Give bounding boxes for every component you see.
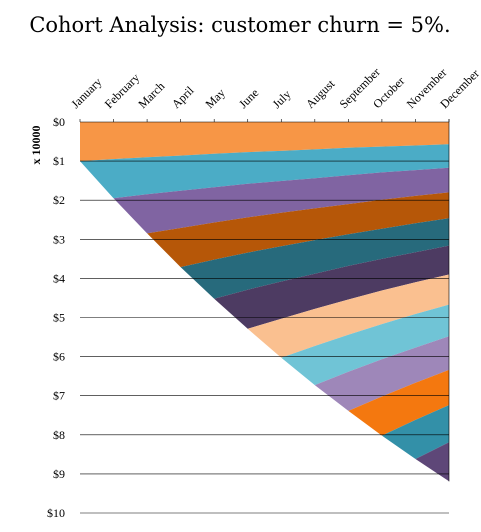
y-tick-label: $2 xyxy=(53,193,65,207)
cohort-band-3 xyxy=(113,167,449,234)
x-tick-label: April xyxy=(169,83,197,111)
x-tick-label: August xyxy=(303,76,338,111)
y-tick-label: $6 xyxy=(53,350,65,364)
x-tick-label: February xyxy=(102,71,143,112)
x-tick-label: March xyxy=(135,79,167,111)
cohort-band-7 xyxy=(247,274,449,358)
y-tick-label: $0 xyxy=(53,115,65,129)
cohort-band-12 xyxy=(415,442,449,482)
chart-title: Cohort Analysis: customer churn = 5%. xyxy=(29,13,450,37)
y-tick-labels: $0 $1 $2 $3 $4 $5 $6 $7 $8 $9 $10 xyxy=(47,115,65,520)
y-tick-label: $9 xyxy=(53,467,65,481)
cohort-band-6 xyxy=(214,245,449,329)
cohort-band-10 xyxy=(348,369,449,436)
x-tick-label: May xyxy=(202,86,227,111)
y-tick-label: $3 xyxy=(53,232,65,246)
cohort-band-2 xyxy=(80,144,449,199)
cohort-band-11 xyxy=(381,405,449,459)
cohort-bands xyxy=(80,122,449,482)
x-tick-label: July xyxy=(270,87,294,111)
cohort-band-9 xyxy=(314,336,449,411)
y-tick-label: $7 xyxy=(53,389,65,403)
cohort-band-4 xyxy=(147,192,449,268)
y-tick-label: $8 xyxy=(53,428,65,442)
y-tick-label: $4 xyxy=(53,271,65,285)
x-tick-label: January xyxy=(68,75,104,111)
x-tick-label: June xyxy=(236,86,261,111)
gridlines xyxy=(79,119,450,514)
y-tick-label: $5 xyxy=(53,311,65,325)
cohort-band-1 xyxy=(80,122,449,162)
y-axis-label: x 10000 xyxy=(29,126,43,165)
cohort-band-8 xyxy=(281,304,449,386)
y-tick-label: $10 xyxy=(47,506,65,520)
y-tick-label: $1 xyxy=(53,154,65,168)
